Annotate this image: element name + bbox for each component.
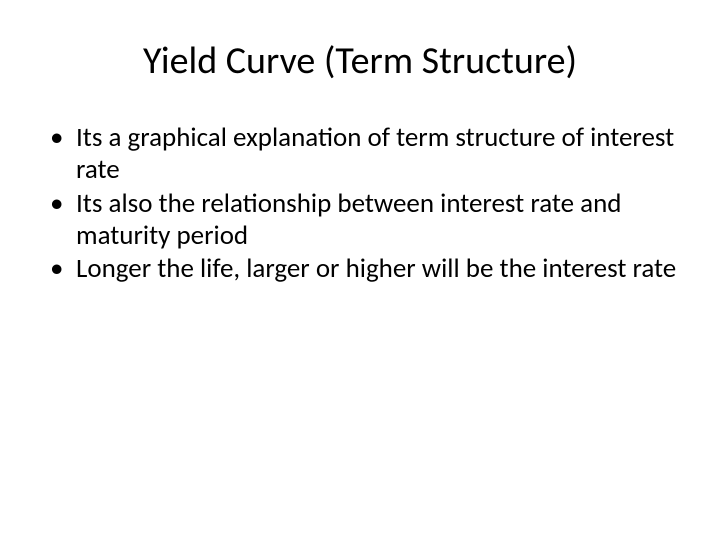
slide-title: Yield Curve (Term Structure) bbox=[30, 38, 690, 84]
bullet-item: Its also the relationship between intere… bbox=[50, 188, 690, 252]
bullet-item: Its a graphical explanation of term stru… bbox=[50, 122, 690, 186]
bullet-list: Its a graphical explanation of term stru… bbox=[30, 122, 690, 285]
bullet-item: Longer the life, larger or higher will b… bbox=[50, 253, 690, 285]
